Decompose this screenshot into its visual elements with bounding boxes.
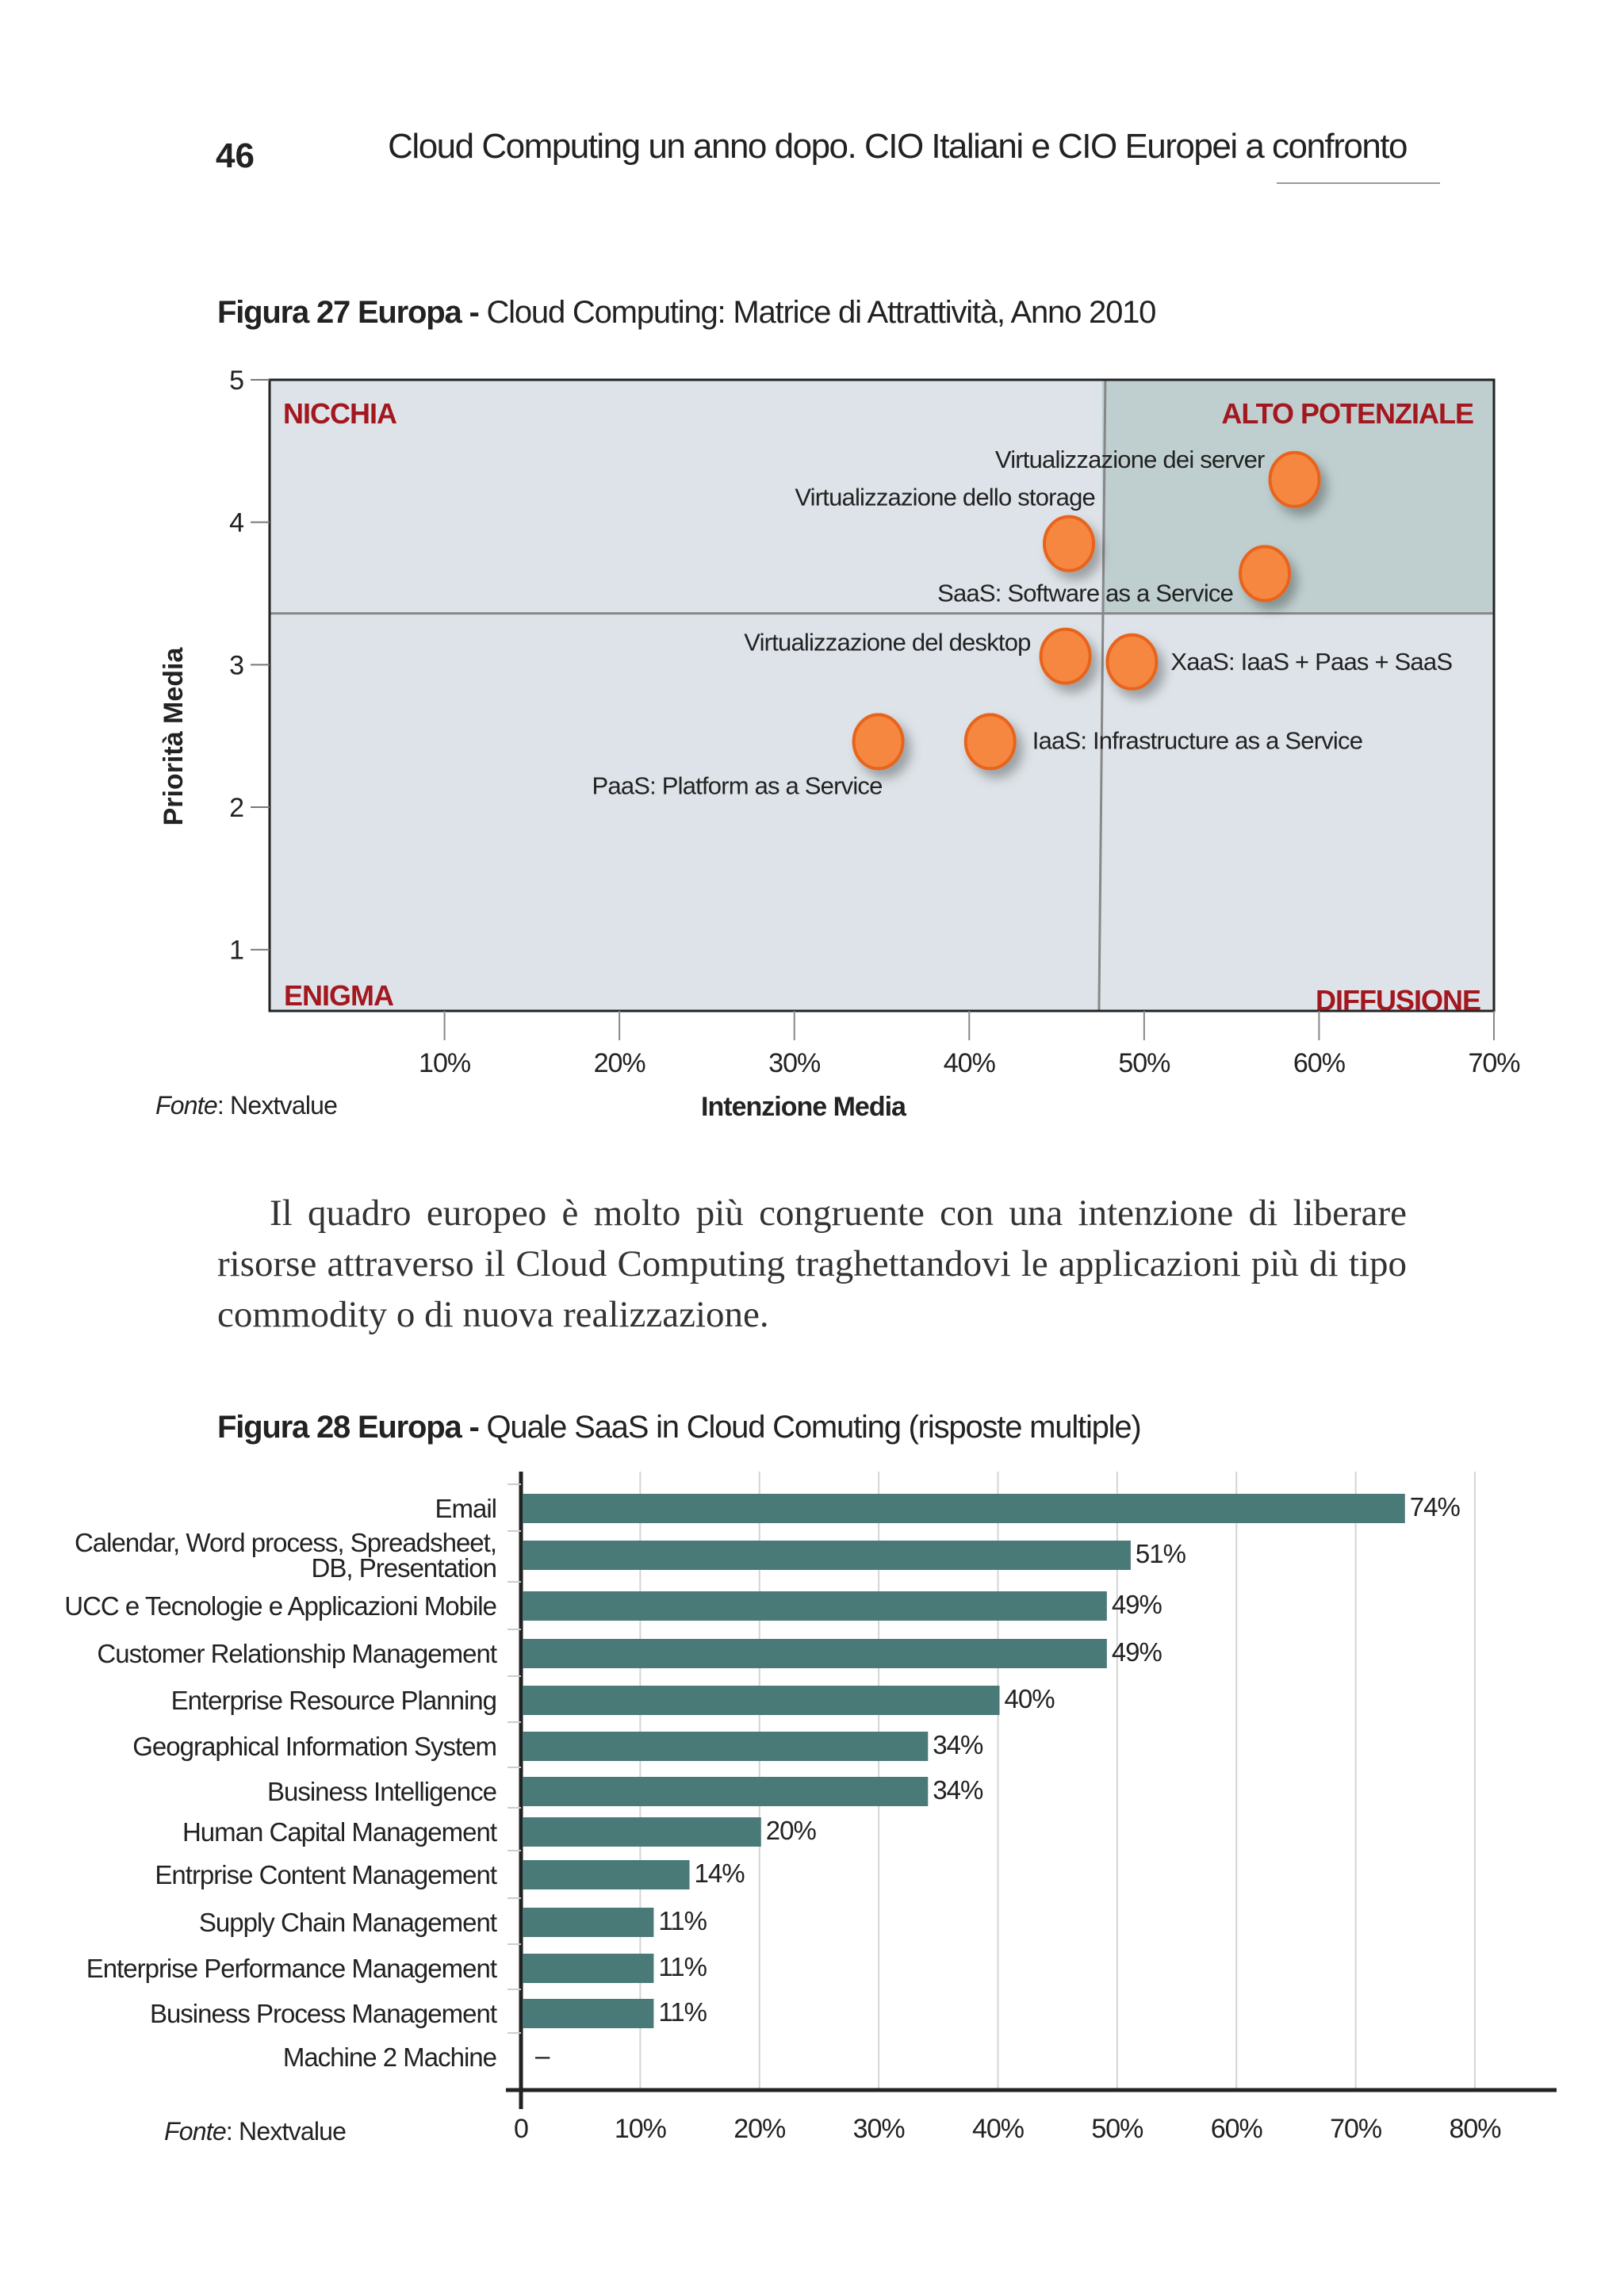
y-tick-label: 5 <box>229 366 244 396</box>
source-prefix: Fonte <box>155 1091 218 1120</box>
quadrant-label-diffusione: DIFFUSIONE <box>1316 984 1480 1016</box>
data-point <box>1239 545 1292 603</box>
data-point <box>852 713 905 771</box>
x-tick-label: 80% <box>1449 2114 1501 2144</box>
data-label: 49% <box>1112 1590 1162 1619</box>
point-label: Virtualizzazione dello storage <box>795 484 1095 511</box>
x-tick-label: 40% <box>944 1048 996 1078</box>
source-text: : Nextvalue <box>216 1091 338 1120</box>
bar <box>523 1954 654 1983</box>
data-point <box>1268 450 1321 508</box>
point-label: XaaS: IaaS + Paas + SaaS <box>1170 648 1452 676</box>
category-label: Enterprise Performance Management <box>86 1954 497 1983</box>
category-label: Enterprise Resource Planning <box>171 1686 496 1715</box>
body-paragraph: Il quadro europeo è molto più congruente… <box>217 1193 1407 1335</box>
x-tick-label: 20% <box>594 1048 646 1078</box>
data-label: 11% <box>658 1997 707 2027</box>
bar <box>523 1777 929 1806</box>
point-label: Virtualizzazione dei server <box>995 446 1265 473</box>
figure-27-label: Figura 27 Europa - <box>217 295 480 330</box>
data-point <box>1105 633 1159 691</box>
x-tick-label: 60% <box>1293 1048 1346 1078</box>
category-label: Supply Chain Management <box>199 1908 497 1937</box>
data-label: 14% <box>695 1859 745 1888</box>
category-label: Calendar, Word process, Spreadsheet, <box>75 1528 496 1557</box>
data-label: 51% <box>1136 1539 1186 1568</box>
bar <box>523 1999 654 2028</box>
figure-28-title: Figura 28 Europa - Quale SaaS in Cloud C… <box>217 1410 1142 1445</box>
bar <box>523 1860 690 1889</box>
data-label: 34% <box>933 1730 983 1759</box>
y-tick-label: 4 <box>229 508 244 538</box>
x-tick-label: 50% <box>1118 1048 1170 1078</box>
x-tick-label: 40% <box>972 2114 1025 2144</box>
bar <box>523 1908 654 1937</box>
x-tick-label: 0 <box>514 2114 528 2144</box>
x-tick-label: 50% <box>1091 2114 1143 2144</box>
figure-28-caption: Quale SaaS in Cloud Comuting (risposte m… <box>478 1410 1141 1445</box>
y-axis-title: Priorità Media <box>159 646 189 825</box>
point-label: IaaS: Infrastructure as a Service <box>1032 726 1362 754</box>
y-tick-label: 2 <box>229 793 244 823</box>
quadrant-label-enigma: ENIGMA <box>284 979 394 1012</box>
x-tick-label: 20% <box>733 2114 786 2144</box>
x-tick-label: 10% <box>419 1048 471 1078</box>
quadrant-label-nicchia: NICCHIA <box>283 397 397 430</box>
running-header: Cloud Computing un anno dopo. CIO Italia… <box>388 127 1408 166</box>
data-label: 74% <box>1410 1492 1461 1522</box>
figure-28-source: Fonte: Nextvalue <box>164 2117 347 2146</box>
x-tick-label: 60% <box>1211 2114 1263 2144</box>
data-point <box>963 713 1017 771</box>
source-text: : Nextvalue <box>225 2117 347 2146</box>
figure-27-caption: Cloud Computing: Matrice di Attrattività… <box>478 295 1156 330</box>
bar <box>523 1639 1107 1668</box>
category-label: Entrprise Content Management <box>155 1860 496 1889</box>
bar <box>523 1732 929 1761</box>
point-label: Virtualizzazione del desktop <box>744 629 1030 657</box>
figure-27-title: Figura 27 Europa - Cloud Computing: Matr… <box>217 295 1156 331</box>
x-tick-label: 30% <box>853 2114 906 2144</box>
x-tick-label: 30% <box>768 1048 821 1078</box>
x-tick-label: 70% <box>1468 1048 1520 1078</box>
data-point <box>1043 515 1096 572</box>
figure-27-source: Fonte: Nextvalue <box>155 1091 338 1120</box>
data-point <box>1039 627 1092 685</box>
x-tick-label: 70% <box>1330 2114 1382 2144</box>
data-label: 20% <box>766 1816 817 1845</box>
category-label: Machine 2 Machine <box>283 2042 496 2072</box>
page-number: 46 <box>216 136 255 175</box>
category-label: Geographical Information System <box>132 1732 496 1761</box>
source-prefix: Fonte <box>164 2117 227 2146</box>
data-label: 11% <box>658 1952 707 1981</box>
data-label: 40% <box>1005 1684 1055 1713</box>
data-label: 34% <box>933 1775 983 1805</box>
point-label: SaaS: Software as a Service <box>937 579 1233 607</box>
bar <box>523 1494 1405 1523</box>
x-tick-label: 10% <box>615 2114 667 2144</box>
bar <box>523 1541 1131 1570</box>
bar <box>523 1591 1107 1621</box>
bar <box>523 1686 1000 1715</box>
point-label: PaaS: Platform as a Service <box>592 771 883 799</box>
figure-28-label: Figura 28 Europa - <box>217 1410 480 1445</box>
quadrant-label-alto-potenziale: ALTO POTENZIALE <box>1221 397 1473 430</box>
header-rule <box>1277 182 1440 184</box>
plot-frame <box>268 378 1496 1013</box>
category-label: Customer Relationship Management <box>97 1639 496 1668</box>
bar <box>523 1817 761 1847</box>
data-label: 11% <box>658 1906 707 1935</box>
category-label: Email <box>435 1494 496 1523</box>
y-tick-label: 1 <box>229 936 244 966</box>
y-tick-label: 3 <box>229 650 244 680</box>
category-label: Business Process Management <box>150 1999 497 2028</box>
category-label: Human Capital Management <box>182 1817 497 1847</box>
data-label: – <box>535 2041 550 2070</box>
data-label: 49% <box>1112 1637 1162 1667</box>
category-label: Business Intelligence <box>267 1777 496 1806</box>
category-label: UCC e Tecnologie e Applicazioni Mobile <box>64 1591 496 1621</box>
quadrant-divider-v <box>1097 379 1107 1012</box>
x-axis-title: Intenzione Media <box>701 1092 907 1122</box>
category-label: DB, Presentation <box>312 1553 496 1583</box>
